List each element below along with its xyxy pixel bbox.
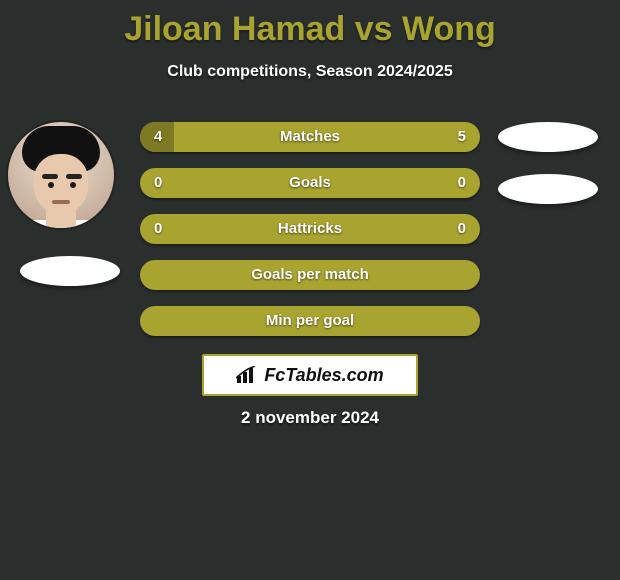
stat-label: Matches bbox=[140, 122, 480, 152]
player-right-club-badge bbox=[498, 174, 598, 204]
stat-row: Hattricks0 0 bbox=[140, 214, 480, 244]
site-logo: FcTables.com bbox=[202, 354, 418, 396]
player-left-avatar bbox=[8, 122, 114, 228]
player-right-avatar-badge bbox=[498, 122, 598, 152]
stat-value-right: 5 bbox=[458, 122, 466, 152]
stat-label: Hattricks bbox=[140, 214, 480, 244]
stat-label: Goals bbox=[140, 168, 480, 198]
stat-row: Min per goal bbox=[140, 306, 480, 336]
stat-value-left: 0 bbox=[154, 214, 162, 244]
stat-label: Min per goal bbox=[140, 306, 480, 336]
bar-chart-icon bbox=[236, 366, 258, 384]
snapshot-date: 2 november 2024 bbox=[0, 408, 620, 428]
player-left-club-badge bbox=[20, 256, 120, 286]
comparison-card: Jiloan Hamad vs Wong Club competitions, … bbox=[0, 0, 620, 580]
stat-label: Goals per match bbox=[140, 260, 480, 290]
stat-row: Goals0 0 bbox=[140, 168, 480, 198]
stat-row: Goals per match bbox=[140, 260, 480, 290]
stat-value-right: 0 bbox=[458, 214, 466, 244]
page-title: Jiloan Hamad vs Wong bbox=[0, 0, 620, 49]
site-logo-text: FcTables.com bbox=[264, 365, 383, 386]
comparison-bars: Matches45Goals00Hattricks00Goals per mat… bbox=[140, 122, 480, 352]
stat-value-right: 0 bbox=[458, 168, 466, 198]
stat-value-left: 4 bbox=[154, 122, 162, 152]
stat-value-left: 0 bbox=[154, 168, 162, 198]
stat-row: Matches4 5 bbox=[140, 122, 480, 152]
page-subtitle: Club competitions, Season 2024/2025 bbox=[0, 63, 620, 81]
